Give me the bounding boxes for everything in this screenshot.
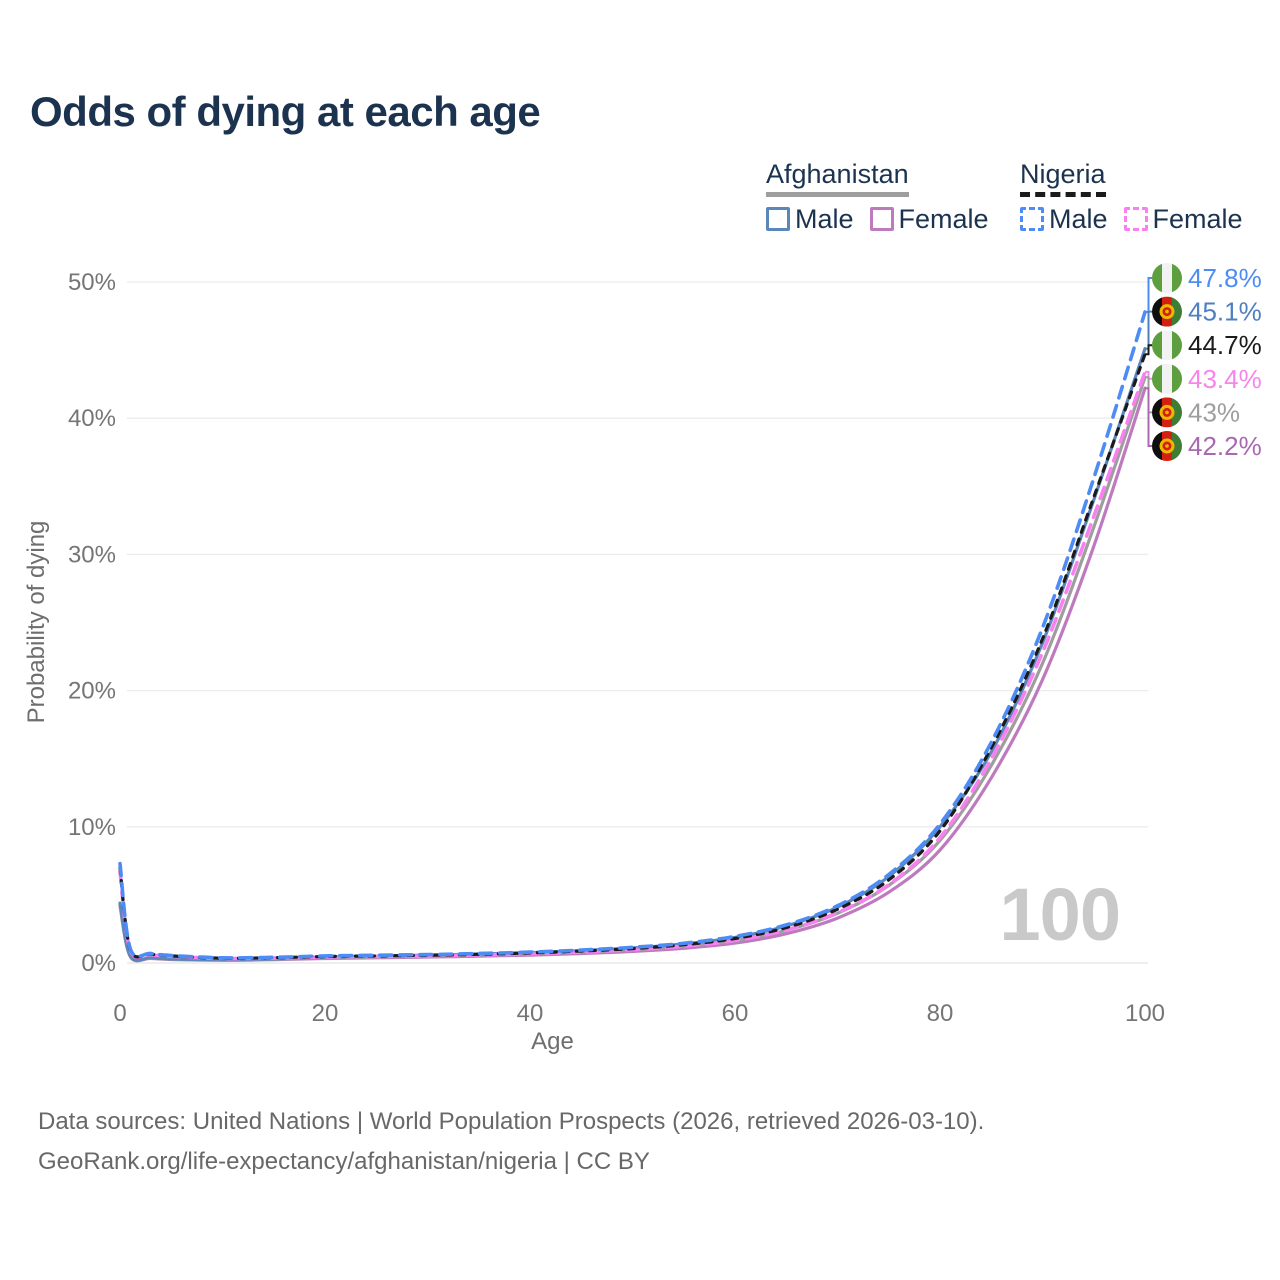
y-tick-label: 40% bbox=[68, 405, 116, 432]
legend-group-afghanistan-header: Afghanistan bbox=[766, 159, 909, 197]
legend-swatch-afghanistan-male[interactable] bbox=[766, 207, 790, 232]
flag-band bbox=[1172, 296, 1182, 327]
footer: Data sources: United Nations | World Pop… bbox=[38, 1102, 984, 1182]
legend: Afghanistan Male Female Nigeria Male Fem… bbox=[0, 0, 1280, 250]
series-line-nigeria-female[interactable] bbox=[118, 370, 1147, 961]
end-label-connector-nigeria-total bbox=[1145, 344, 1152, 356]
y-tick-label: 20% bbox=[68, 678, 116, 705]
y-axis-title: Probability of dying bbox=[23, 521, 50, 724]
footer-line-2: GeoRank.org/life-expectancy/afghanistan/… bbox=[38, 1148, 650, 1175]
flag-icon-afghanistan bbox=[1152, 397, 1182, 428]
end-label-connector-nigeria-female bbox=[1145, 370, 1152, 380]
flag-emblem-ring bbox=[1159, 304, 1175, 320]
legend-group-afghanistan: Afghanistan Male Female bbox=[766, 159, 989, 235]
flag-band bbox=[1152, 296, 1162, 327]
legend-item-nigeria-male[interactable]: Male bbox=[1020, 204, 1108, 235]
flag-band bbox=[1152, 263, 1162, 293]
y-tick-label: 50% bbox=[68, 269, 116, 296]
x-tick-label: 0 bbox=[113, 1000, 126, 1027]
x-tick-label: 20 bbox=[312, 1000, 339, 1027]
flag-band bbox=[1152, 363, 1162, 394]
legend-item-afghanistan-male[interactable]: Male bbox=[766, 204, 854, 235]
flag-icon-afghanistan bbox=[1152, 431, 1182, 461]
flag-band bbox=[1162, 363, 1172, 394]
legend-swatch-nigeria-female[interactable] bbox=[1123, 207, 1148, 232]
flag-emblem-ring bbox=[1159, 404, 1175, 420]
flag-band bbox=[1152, 397, 1162, 428]
flag-band bbox=[1172, 330, 1182, 361]
y-tick-label: 0% bbox=[81, 950, 116, 977]
end-label-connector-afghanistan-female bbox=[1145, 387, 1152, 447]
flag-band bbox=[1172, 431, 1182, 461]
flag-icon-nigeria bbox=[1152, 363, 1182, 394]
footer-line-1: Data sources: United Nations | World Pop… bbox=[38, 1108, 985, 1135]
legend-swatch-nigeria-male[interactable] bbox=[1020, 207, 1044, 232]
age-counter-watermark: 100 bbox=[999, 873, 1121, 956]
end-value-label-nigeria-total: 44.7% bbox=[1188, 330, 1262, 360]
legend-item-label-nigeria-male: Male bbox=[1049, 203, 1108, 234]
end-value-label-nigeria-female: 43.4% bbox=[1188, 364, 1262, 394]
legend-item-afghanistan-female[interactable]: Female bbox=[869, 203, 989, 235]
flag-band bbox=[1152, 431, 1162, 461]
flag-icon-afghanistan bbox=[1152, 296, 1182, 327]
flag-icon-nigeria bbox=[1152, 263, 1182, 293]
y-tick-label: 10% bbox=[68, 814, 116, 841]
x-tick-label: 100 bbox=[1125, 1000, 1165, 1027]
legend-item-label-afghanistan-female: Female bbox=[898, 203, 989, 234]
end-label-connector-afghanistan-male bbox=[1145, 310, 1152, 350]
flag-emblem-dot bbox=[1165, 309, 1169, 314]
page-title: Odds of dying at each age bbox=[30, 88, 541, 135]
end-value-label-afghanistan-female: 42.2% bbox=[1188, 431, 1262, 461]
x-tick-label: 40 bbox=[517, 1000, 544, 1027]
flag-emblem-dot bbox=[1165, 444, 1169, 448]
flag-emblem-dot bbox=[1165, 410, 1169, 415]
y-tick-label: 30% bbox=[68, 541, 116, 568]
legend-item-label-afghanistan-male: Male bbox=[795, 203, 854, 234]
legend-item-nigeria-female[interactable]: Female bbox=[1123, 203, 1243, 235]
series-line-nigeria-male[interactable] bbox=[118, 310, 1147, 960]
series-line-nigeria-total[interactable] bbox=[118, 352, 1147, 960]
x-axis-title: Age bbox=[531, 1028, 574, 1055]
end-label-connector-nigeria-male bbox=[1145, 277, 1152, 313]
end-value-label-afghanistan-male: 45.1% bbox=[1188, 297, 1262, 327]
flag-band bbox=[1172, 263, 1182, 293]
legend-items-afghanistan: Male Female bbox=[766, 204, 989, 235]
flag-band bbox=[1152, 330, 1162, 361]
series-line-afghanistan-male[interactable] bbox=[118, 347, 1147, 962]
legend-group-nigeria: Nigeria Male Female bbox=[1020, 159, 1243, 235]
x-tick-label: 80 bbox=[927, 1000, 954, 1027]
legend-swatch-afghanistan-female[interactable] bbox=[869, 207, 894, 232]
legend-item-label-nigeria-female: Female bbox=[1152, 203, 1243, 234]
flag-band bbox=[1162, 330, 1172, 361]
legend-items-nigeria: Male Female bbox=[1020, 204, 1243, 235]
flag-band bbox=[1162, 263, 1172, 293]
flag-band bbox=[1172, 363, 1182, 394]
end-value-label-nigeria-male: 47.8% bbox=[1188, 263, 1262, 293]
x-tick-label: 60 bbox=[722, 1000, 749, 1027]
flag-band bbox=[1172, 397, 1182, 428]
flag-emblem-ring bbox=[1159, 438, 1175, 454]
flag-icon-nigeria bbox=[1152, 330, 1182, 361]
legend-group-nigeria-header: Nigeria bbox=[1020, 159, 1106, 197]
end-value-label-afghanistan-total: 43% bbox=[1188, 397, 1240, 427]
